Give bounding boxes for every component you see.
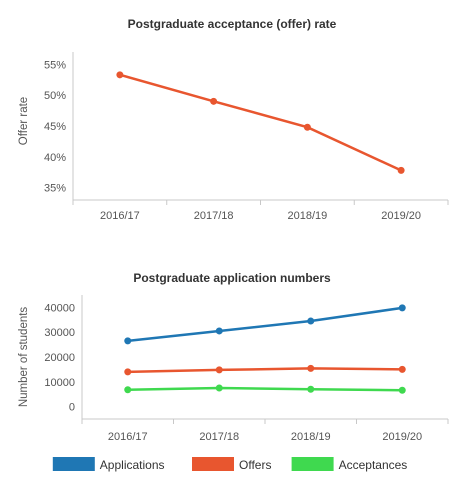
chart1-x-tick-labels: 2016/17 2017/18 2018/19 2019/20: [100, 210, 421, 222]
series-line-offer-rate: [119, 73, 402, 172]
legend-swatch-offers: [192, 457, 234, 471]
series-line-applications: [127, 306, 403, 343]
data-point-acceptances-2016-17: [124, 386, 132, 394]
x-tick-label-2019-20: 2019/20: [382, 431, 422, 443]
y-tick-label-30000: 30000: [44, 327, 75, 339]
data-point-acceptances-2018-19: [307, 385, 315, 393]
x-tick-label-2016-17: 2016/17: [100, 210, 140, 222]
data-point-offer-rate-2018-19: [303, 123, 311, 131]
chart2-x-tick-labels: 2016/17 2017/18 2018/19 2019/20: [108, 431, 422, 443]
data-point-offers-2019-20: [398, 365, 406, 373]
chart1-ticks: [72, 200, 449, 205]
chart2-legend: Applications Offers Acceptances: [52, 457, 408, 472]
y-tick-label-0: 0: [69, 402, 75, 414]
y-tick-label-50: 50%: [44, 90, 66, 102]
legend-label-applications: Applications: [100, 458, 165, 472]
legend-label-acceptances: Acceptances: [339, 458, 408, 472]
x-tick-label-2017-18: 2017/18: [199, 431, 239, 443]
chart1-title: Postgraduate acceptance (offer) rate: [128, 17, 337, 31]
chart2-y-tick-labels: 0 10000 20000 30000 40000: [44, 302, 75, 413]
chart1-series: [116, 71, 405, 174]
chart1-y-axis-label: Offer rate: [18, 97, 30, 145]
y-tick-label-35: 35%: [44, 183, 66, 195]
offer-rate-chart: Postgraduate acceptance (offer) rate Off…: [18, 17, 449, 222]
x-tick-label-2018-19: 2018/19: [291, 431, 331, 443]
y-tick-label-40000: 40000: [44, 302, 75, 314]
chart2-ticks: [81, 419, 449, 424]
chart1-y-tick-labels: 35% 40% 45% 50% 55%: [44, 59, 66, 194]
data-point-applications-2016-17: [124, 337, 132, 345]
chart2-title: Postgraduate application numbers: [133, 271, 331, 285]
y-tick-label-45: 45%: [44, 121, 66, 133]
data-point-offer-rate-2016-17: [116, 71, 124, 79]
x-tick-label-2017-18: 2017/18: [194, 210, 234, 222]
legend-label-offers: Offers: [239, 458, 271, 472]
chart2-series: [124, 304, 406, 394]
data-point-acceptances-2019-20: [398, 386, 406, 394]
y-tick-label-55: 55%: [44, 59, 66, 71]
chart2-y-axis-label: Number of students: [18, 307, 30, 408]
series-line-offers: [127, 367, 403, 374]
legend-swatch-acceptances: [291, 457, 334, 471]
data-point-offer-rate-2019-20: [397, 166, 405, 174]
y-tick-label-10000: 10000: [44, 377, 75, 389]
data-point-offers-2017-18: [215, 366, 223, 374]
data-point-applications-2018-19: [307, 317, 315, 325]
data-point-offers-2018-19: [307, 364, 315, 372]
series-line-acceptances: [127, 386, 403, 392]
x-tick-label-2019-20: 2019/20: [381, 210, 421, 222]
data-point-offers-2016-17: [124, 368, 132, 376]
data-point-acceptances-2017-18: [215, 384, 223, 392]
y-tick-label-20000: 20000: [44, 352, 75, 364]
y-tick-label-40: 40%: [44, 152, 66, 164]
legend-swatch-applications: [52, 457, 95, 471]
data-point-offer-rate-2017-18: [210, 97, 218, 105]
x-tick-label-2016-17: 2016/17: [108, 431, 148, 443]
x-tick-label-2018-19: 2018/19: [287, 210, 327, 222]
data-point-applications-2017-18: [215, 327, 223, 335]
data-point-applications-2019-20: [398, 304, 406, 312]
application-numbers-chart: Postgraduate application numbers Number …: [18, 271, 449, 472]
